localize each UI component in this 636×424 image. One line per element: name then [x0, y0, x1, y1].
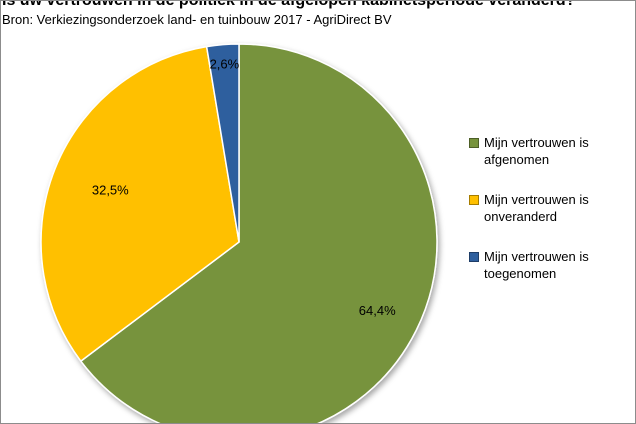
legend-label: Mijn vertrouwen is onveranderd	[484, 192, 589, 224]
legend-item-toegenomen: Mijn vertrouwen is toegenomen	[469, 248, 629, 282]
data-label-onveranderd: 32,5%	[92, 183, 129, 198]
chart-subtitle: Bron: Verkiezingsonderzoek land- en tuin…	[2, 12, 392, 27]
legend-label: Mijn vertrouwen is toegenomen	[484, 249, 589, 281]
data-label-toegenomen: 2,6%	[210, 56, 240, 71]
legend-label: Mijn vertrouwen is afgenomen	[484, 135, 589, 167]
chart-legend: Mijn vertrouwen is afgenomen Mijn vertrou…	[469, 134, 629, 305]
pie-slice-toegenomen	[205, 43, 240, 243]
legend-swatch	[469, 252, 479, 262]
data-label-afgenomen: 64,4%	[359, 303, 396, 318]
pie-slice-onveranderd	[40, 45, 240, 363]
pie-slice-afgenomen	[79, 43, 438, 423]
legend-swatch	[469, 138, 479, 148]
legend-item-afgenomen: Mijn vertrouwen is afgenomen	[469, 134, 629, 168]
legend-swatch	[469, 195, 479, 205]
legend-item-onveranderd: Mijn vertrouwen is onveranderd	[469, 191, 629, 225]
chart-title: Is uw vertrouwen in de politiek in de af…	[2, 0, 576, 9]
